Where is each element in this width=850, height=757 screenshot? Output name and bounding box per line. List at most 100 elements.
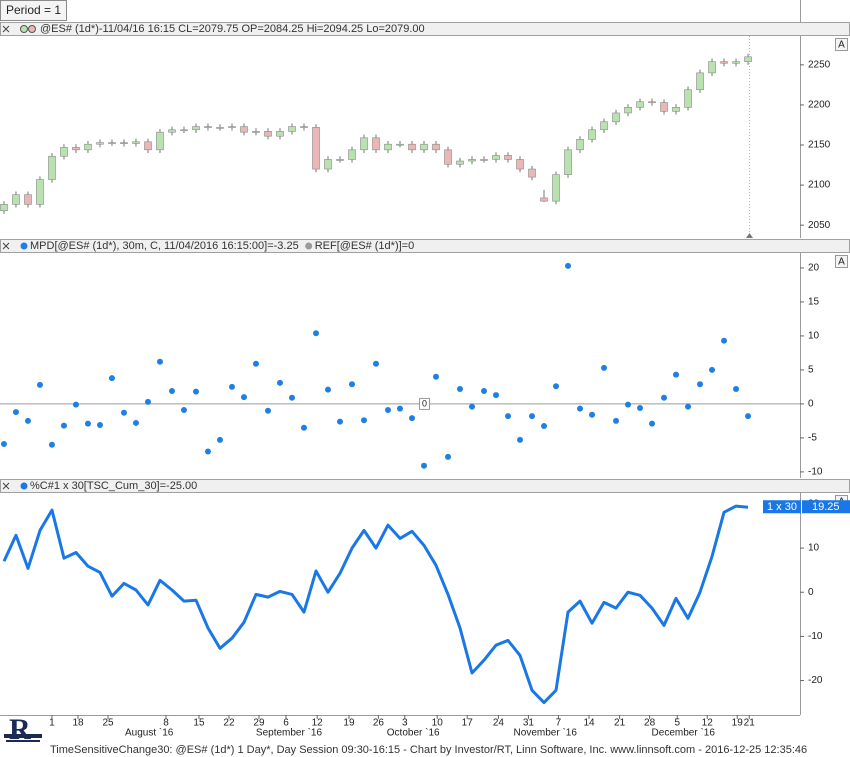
x-tick-label: 24 (493, 718, 505, 729)
dot (192, 388, 199, 395)
candle-body (408, 143, 416, 151)
candle-body (120, 142, 128, 144)
dot (156, 358, 163, 365)
dot (601, 364, 608, 371)
candle-body (324, 159, 332, 170)
series-name: MPD[@ES# (1d*), 30m, C, 11/04/2016 16:15… (30, 240, 299, 252)
dot (661, 394, 668, 401)
candle-body (360, 137, 368, 151)
candle-body (576, 139, 584, 151)
candle-body (144, 141, 152, 151)
dot (48, 441, 55, 448)
candle-body (84, 143, 92, 151)
dot (12, 409, 19, 416)
reference-label: 0 (422, 398, 427, 408)
dot (204, 448, 211, 455)
y-tick-label: 2100 (808, 180, 831, 191)
dot (180, 407, 187, 414)
value-tag (763, 500, 850, 514)
candle-body (228, 126, 236, 128)
x-tick-label: 29 (253, 718, 265, 729)
candle-body (552, 174, 560, 202)
dot (336, 418, 343, 425)
candle-body (612, 112, 620, 123)
dot (324, 386, 331, 393)
y-tick-label: -5 (808, 433, 817, 444)
footer: TimeSensitiveChange30: @ES# (1d*) 1 Day*… (50, 744, 807, 756)
candle-body (312, 127, 320, 170)
month-label: September `16 (256, 727, 323, 739)
dot (360, 417, 367, 424)
y-tick-label: -10 (808, 467, 823, 478)
dot (505, 413, 512, 420)
logo: R (4, 713, 42, 746)
dot (108, 375, 115, 382)
month-label: August `16 (125, 727, 174, 739)
line (2, 504, 749, 705)
dot (637, 404, 644, 411)
y-tick-label: 10 (808, 543, 820, 554)
dot (288, 394, 295, 401)
y-tick-label: 2050 (808, 220, 831, 231)
y-tick-label: -10 (808, 631, 823, 642)
reference-box (419, 397, 430, 410)
candle-body (432, 143, 440, 151)
close-icon[interactable] (2, 242, 10, 250)
candle-body (216, 127, 224, 129)
period-box[interactable] (0, 0, 67, 21)
close-icon[interactable] (2, 25, 10, 33)
candle-body (336, 159, 344, 161)
close-icon[interactable] (2, 482, 10, 490)
candle-body (348, 149, 356, 160)
dot (397, 405, 403, 412)
candle-body (276, 131, 284, 137)
dot (685, 403, 692, 410)
candle-body (528, 168, 536, 178)
candle-body (24, 194, 32, 205)
candle-body (396, 143, 404, 146)
header-icon (20, 25, 28, 33)
y-tick-label: 20 (808, 263, 820, 274)
candle-body (516, 159, 524, 170)
dot (372, 360, 379, 367)
dot (252, 360, 259, 367)
period-label: Period = 1 (6, 3, 61, 17)
dot (0, 441, 7, 448)
header-icon (20, 242, 28, 250)
candle-body (468, 159, 476, 162)
x-tick-label: 10 (432, 718, 444, 729)
y-tick-label: 2150 (808, 140, 831, 151)
candle-body (0, 204, 8, 212)
x-tick-label: 18 (72, 718, 84, 729)
candle-body (384, 143, 392, 151)
x-tick-label: 31 (523, 718, 535, 729)
candle-body (648, 101, 656, 104)
autoscale-button[interactable] (835, 38, 848, 51)
candle-body (132, 141, 140, 144)
candle-body (48, 155, 56, 180)
x-tick-label: 19 (732, 718, 744, 729)
y-tick-label: 5 (808, 365, 814, 376)
candle-body (624, 107, 632, 114)
logo-bar (6, 740, 40, 742)
dot (589, 411, 596, 418)
dot (577, 405, 584, 412)
candle-body (636, 101, 644, 108)
logo-bar (4, 734, 42, 738)
autoscale-button[interactable] (835, 255, 848, 268)
candle-body (708, 61, 716, 74)
dot (673, 371, 680, 378)
x-tick-label: 21 (614, 718, 626, 729)
x-tick-label: 6 (283, 718, 289, 729)
dot (541, 422, 548, 429)
header-icon (305, 242, 313, 250)
candle-body (492, 155, 500, 160)
dot (409, 415, 416, 422)
candle-body (300, 126, 308, 128)
x-tick-label: 3 (402, 718, 408, 729)
dot (228, 383, 235, 390)
candle-body (96, 142, 104, 145)
y-tick-label: 0 (808, 587, 814, 598)
x-tick-label: 22 (223, 718, 235, 729)
dot (72, 401, 79, 408)
